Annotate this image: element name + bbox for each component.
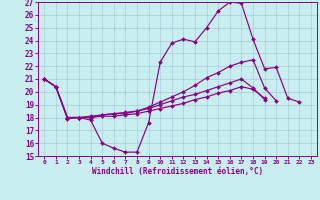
X-axis label: Windchill (Refroidissement éolien,°C): Windchill (Refroidissement éolien,°C) — [92, 167, 263, 176]
